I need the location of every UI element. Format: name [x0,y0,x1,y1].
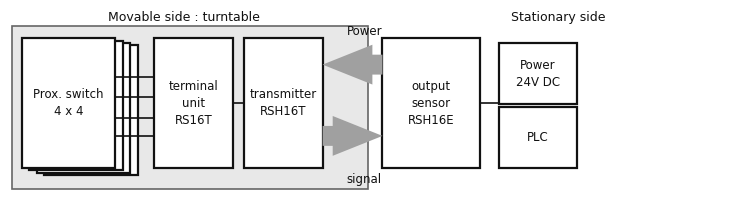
Bar [382,38,480,168]
Text: Power
24V DC: Power 24V DC [516,58,560,89]
Bar [37,43,130,173]
Text: PLC: PLC [527,131,549,144]
Bar [244,38,322,168]
Text: Stationary side: Stationary side [512,11,606,24]
Bar [499,43,578,104]
Bar [29,41,123,170]
Bar [22,38,116,168]
Text: Prox. switch
4 x 4: Prox. switch 4 x 4 [33,88,104,118]
Text: signal: signal [346,173,382,186]
Polygon shape [322,116,382,156]
Bar [44,45,138,175]
Bar [154,38,232,168]
Text: Power: Power [346,25,382,38]
Bar [499,107,578,168]
Text: Movable side : turntable: Movable side : turntable [108,11,260,24]
Text: transmitter
RSH16T: transmitter RSH16T [250,88,317,118]
Polygon shape [322,45,382,85]
Bar [12,26,368,189]
Text: output
sensor
RSH16E: output sensor RSH16E [408,80,454,127]
Text: terminal
unit
RS16T: terminal unit RS16T [169,80,218,127]
